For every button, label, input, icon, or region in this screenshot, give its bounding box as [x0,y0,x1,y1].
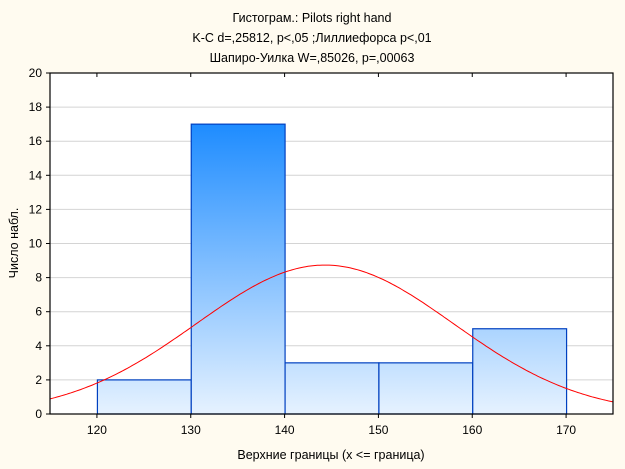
y-axis-label: Число набл. [7,208,21,279]
x-tick-label: 160 [462,423,482,437]
x-tick-label: 140 [275,423,295,437]
y-tick-label: 6 [35,305,42,319]
y-tick-label: 12 [29,202,43,216]
x-axis-label: Верхние границы (x <= граница) [237,448,424,462]
x-tick-label: 150 [368,423,388,437]
chart-subtitle-ks: K-C d=,25812, p<,05 ;Лиллиефорса p<,01 [192,31,431,45]
histogram-bar [472,328,568,415]
x-tick-label: 170 [556,423,576,437]
y-tick-label: 2 [35,373,42,387]
y-tick-label: 4 [35,339,42,353]
y-tick-label: 16 [29,134,43,148]
histogram-bar [378,362,474,415]
x-tick-label: 130 [181,423,201,437]
histogram-bar [190,123,286,415]
y-tick-label: 14 [29,168,43,182]
normal-fit-curve [50,264,613,403]
x-tick-label: 120 [87,423,107,437]
y-tick-label: 10 [29,237,43,251]
histogram-bar [284,362,380,415]
y-tick-label: 8 [35,271,42,285]
histogram-bar [96,379,192,415]
chart-subtitle-sw: Шапиро-Уилка W=,85026, p=,00063 [210,51,415,65]
y-tick-label: 18 [29,100,43,114]
y-tick-label: 20 [29,66,43,80]
chart-title: Гистограм.: Pilots right hand [233,11,392,25]
y-tick-label: 0 [35,407,42,421]
